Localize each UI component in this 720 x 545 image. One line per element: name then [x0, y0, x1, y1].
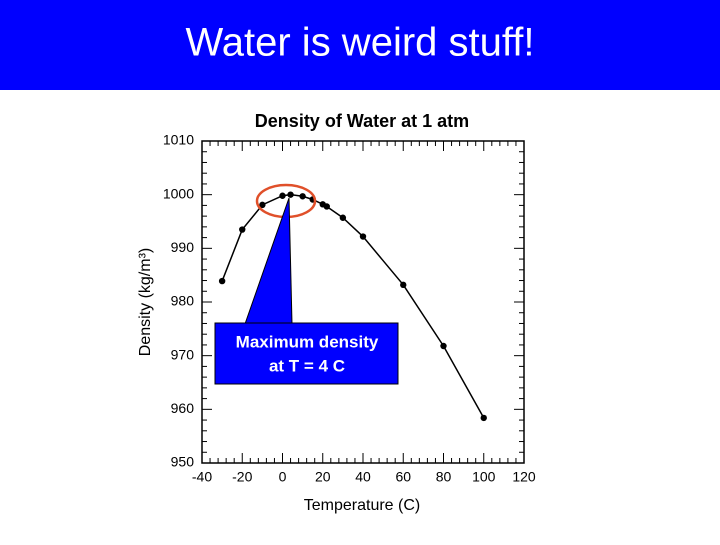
data-point — [480, 414, 487, 422]
x-tick-label: 40 — [355, 469, 371, 485]
y-tick-label: 1000 — [163, 185, 194, 201]
x-tick-label: 60 — [395, 469, 411, 485]
y-tick-label: 960 — [171, 400, 195, 416]
callout-box — [214, 322, 399, 385]
x-tick-label: 20 — [315, 469, 331, 485]
x-tick-label: 100 — [472, 469, 496, 485]
slide-title: Water is weird stuff! — [186, 21, 535, 65]
title-band — [0, 0, 720, 90]
data-point — [400, 281, 407, 289]
chart-title: Density of Water at 1 atm — [255, 111, 469, 131]
data-point — [259, 201, 266, 209]
annotation: at T = 4 C — [269, 356, 345, 375]
data-point — [339, 214, 347, 221]
data-point — [359, 233, 367, 240]
data-line — [221, 193, 485, 419]
y-tick-label: 950 — [171, 454, 195, 470]
data-point — [440, 342, 447, 350]
data-point — [239, 226, 246, 233]
x-axis-label: Temperature (C) — [304, 497, 420, 514]
y-tick-label: 990 — [171, 239, 195, 255]
y-tick-label: 980 — [171, 293, 195, 309]
data-point — [218, 277, 226, 285]
y-axis-label: Density (kg/m³) — [137, 248, 154, 356]
x-tick-label: -40 — [192, 469, 212, 485]
y-tick-label: 970 — [171, 346, 195, 362]
x-tick-label: 80 — [436, 469, 452, 485]
plot-frame — [201, 140, 525, 464]
x-tick-label: 0 — [279, 469, 287, 485]
x-tick-label: 120 — [512, 469, 536, 485]
data-point — [299, 193, 306, 200]
y-tick-label: 1010 — [163, 132, 194, 148]
data-point — [279, 192, 286, 199]
data-point — [287, 191, 294, 198]
data-point — [323, 203, 330, 210]
x-tick-label: -20 — [232, 469, 252, 485]
annotation: Maximum density — [236, 332, 379, 351]
